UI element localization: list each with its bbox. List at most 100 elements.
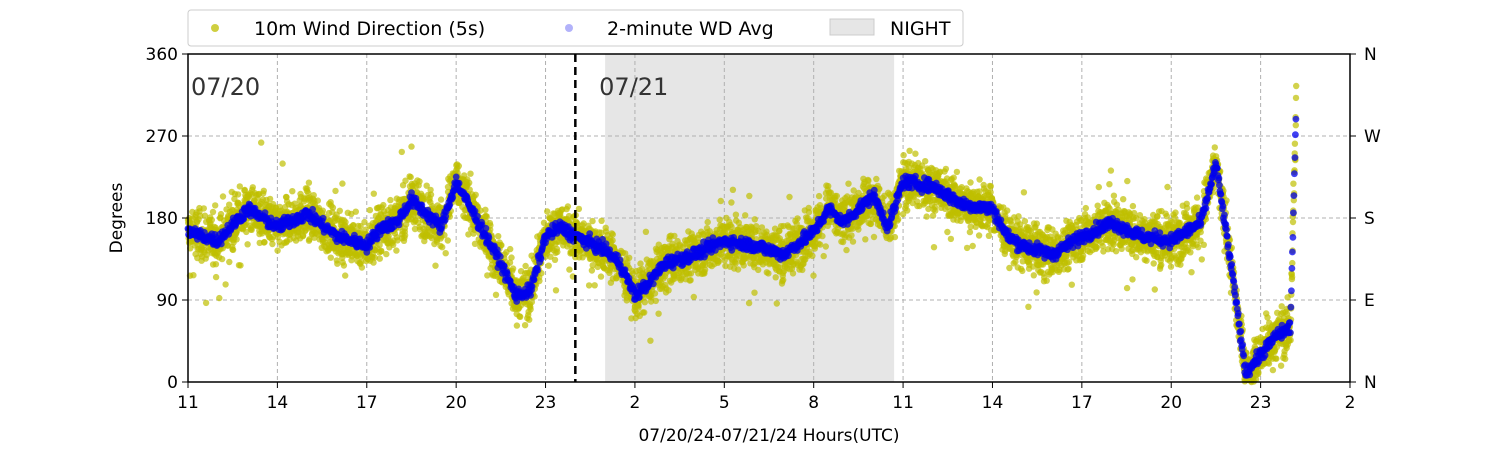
- wind-direction-point: [687, 277, 694, 284]
- wind-direction-point: [427, 186, 434, 194]
- wind-direction-point: [416, 178, 423, 185]
- wind-direction-point: [575, 205, 583, 213]
- wind-direction-point: [715, 258, 723, 265]
- wind-direction-point: [378, 247, 385, 255]
- wind-direction-point: [912, 150, 919, 157]
- wind-direction-point: [758, 224, 766, 231]
- wind-direction-point: [517, 313, 524, 320]
- wind-direction-point: [402, 177, 409, 184]
- wind-direction-point: [740, 262, 747, 269]
- wind-direction-point: [932, 207, 939, 214]
- wind-direction-point: [260, 187, 267, 194]
- wind-direction-point: [753, 223, 760, 230]
- wind-direction-point: [794, 215, 801, 222]
- wind-direction-point: [340, 262, 348, 269]
- wind-direction-point: [266, 195, 274, 203]
- wind-direction-point: [776, 264, 784, 271]
- wind-direction-point: [233, 236, 240, 243]
- wind-direction-point: [216, 294, 223, 302]
- wind-direction-point: [401, 232, 409, 239]
- wind-direction-point: [536, 277, 543, 285]
- wind-direction-point: [521, 322, 529, 329]
- wind-direction-point: [366, 206, 374, 214]
- wind-direction-point: [1021, 218, 1029, 225]
- wind-direction-point: [342, 272, 349, 279]
- wind-direction-point: [671, 232, 678, 240]
- wind-direction-point: [465, 231, 472, 238]
- wind-direction-point: [953, 168, 961, 176]
- wind-direction-point: [742, 212, 749, 219]
- wind-direction-point: [786, 193, 793, 201]
- wind-direction-point: [310, 192, 317, 199]
- wind-direction-point: [819, 232, 826, 240]
- wind-direction-point: [466, 179, 473, 186]
- wind-direction-point: [722, 262, 729, 270]
- wind-direction-point: [1065, 265, 1072, 273]
- wind-direction-point: [635, 302, 642, 309]
- wind-direction-point: [289, 188, 296, 195]
- wind-direction-point: [641, 309, 648, 316]
- wind-direction-point: [799, 266, 806, 274]
- wind-direction-point: [985, 232, 993, 239]
- wind-direction-point: [1030, 272, 1038, 279]
- wind-direction-point: [728, 223, 735, 231]
- wind-direction-point: [789, 270, 797, 277]
- wind-direction-point: [929, 212, 937, 219]
- wind-direction-point: [930, 244, 938, 251]
- wind-direction-point: [190, 272, 197, 279]
- wind-direction-point: [780, 276, 787, 284]
- wind-direction-point: [1019, 267, 1026, 275]
- wind-direction-point: [226, 258, 233, 266]
- wind-direction-point: [357, 222, 364, 230]
- wind-direction-point: [492, 291, 500, 298]
- wind-direction-point: [641, 299, 648, 306]
- wind-direction-point: [314, 197, 321, 204]
- wind-direction-point: [969, 242, 976, 250]
- wind-direction-point: [380, 201, 387, 209]
- wind-direction-point: [966, 228, 974, 236]
- wind-direction-point: [208, 216, 215, 224]
- wind-direction-point: [591, 282, 598, 289]
- wind-direction-point: [895, 215, 902, 223]
- wind-direction-point: [976, 176, 983, 183]
- wind-direction-point: [427, 191, 435, 198]
- wind-direction-point: [637, 260, 644, 267]
- wind-direction-point: [904, 207, 911, 214]
- wind-direction-point: [547, 253, 554, 260]
- wind-direction-point: [217, 210, 225, 218]
- wind-direction-point: [212, 202, 219, 209]
- wind-direction-point: [772, 274, 779, 281]
- wind-direction-point: [305, 179, 313, 186]
- wind-direction-point: [1006, 264, 1013, 272]
- wind-direction-point: [509, 265, 517, 272]
- wind-direction-point: [944, 228, 951, 236]
- wind-direction-point: [950, 174, 957, 181]
- wind-direction-point: [329, 204, 337, 211]
- wind-direction-point: [226, 201, 233, 208]
- wind-direction-point: [371, 254, 378, 261]
- wind-direction-point: [822, 243, 829, 250]
- wind-direction-point: [1068, 281, 1076, 288]
- wind-direction-point: [773, 300, 780, 307]
- wind-direction-point: [350, 222, 357, 229]
- wind-direction-point: [1094, 202, 1101, 209]
- wind-direction-point: [477, 207, 484, 214]
- wind-direction-point: [336, 207, 343, 214]
- wind-direction-point: [544, 208, 551, 215]
- wind-direction-point: [809, 252, 816, 260]
- wind-direction-point: [200, 205, 207, 212]
- wind-direction-point: [526, 316, 533, 323]
- wind-direction-point: [387, 196, 394, 204]
- wind-direction-point: [442, 250, 449, 257]
- wind-direction-point: [554, 248, 561, 256]
- wind-direction-point: [701, 266, 709, 273]
- wind-direction-point: [1004, 207, 1011, 214]
- wind-direction-point: [652, 297, 659, 305]
- wind-direction-point: [334, 260, 341, 267]
- wind-direction-point: [552, 287, 560, 294]
- wind-direction-point: [234, 191, 242, 198]
- wind-direction-point: [876, 185, 883, 193]
- wind-direction-point: [746, 192, 753, 200]
- wind-direction-point: [899, 211, 907, 218]
- wind-direction-point: [839, 238, 847, 246]
